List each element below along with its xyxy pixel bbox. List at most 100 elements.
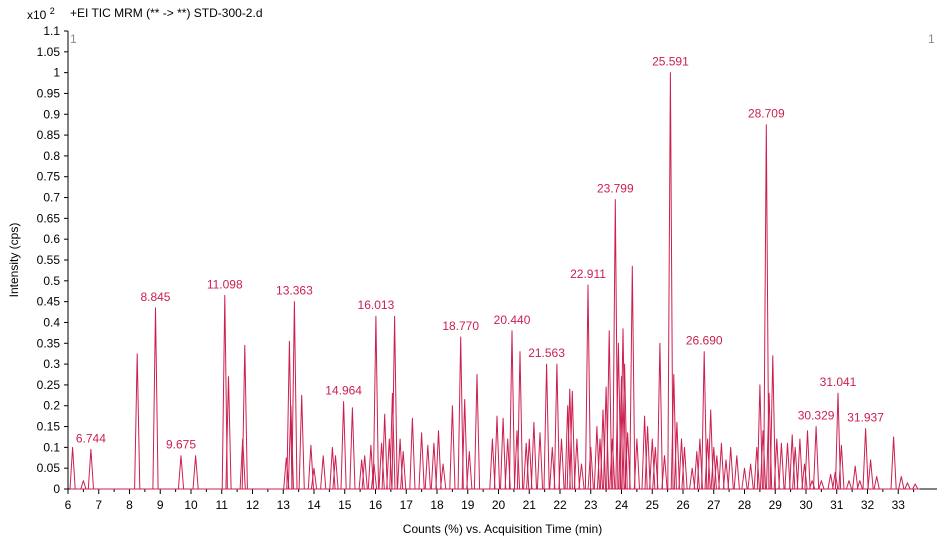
- chromatogram-peak: [747, 463, 754, 490]
- y-tick-label: 0.35: [37, 336, 61, 350]
- peak-label: 9.675: [166, 438, 196, 452]
- chromatogram-peak: [192, 455, 199, 490]
- chromatogram-peak: [152, 307, 159, 490]
- chromatogram-peak: [418, 432, 425, 490]
- chromatogram-peak: [430, 442, 437, 490]
- chromatogram-peak: [609, 438, 616, 490]
- x-tick-label: 21: [523, 498, 537, 512]
- y-tick-label: 0.3: [43, 357, 60, 371]
- chromatogram-peak: [753, 446, 760, 490]
- chromatogram-peak: [792, 446, 799, 490]
- y-tick-label: 0.7: [43, 191, 60, 205]
- chromatogram-peak: [549, 446, 556, 490]
- peak-label: 31.937: [847, 411, 884, 425]
- chromatogram-peak: [536, 432, 544, 490]
- chromatogram-peak: [818, 480, 825, 490]
- chromatogram-peak: [310, 467, 318, 490]
- chromatogram-peak: [332, 455, 339, 490]
- peak-label: 30.329: [798, 409, 835, 423]
- chromatogram-peak: [424, 444, 431, 490]
- chromatogram-peak: [409, 417, 416, 490]
- chromatogram-peak: [856, 480, 863, 490]
- y-tick-label: 0.9: [43, 107, 60, 121]
- chromatogram-peak: [741, 467, 748, 490]
- chromatogram-peak: [778, 442, 785, 490]
- chromatogram-peak: [349, 407, 356, 490]
- y-tick-label: 0: [53, 482, 60, 496]
- chromatogram-peak: [827, 473, 834, 490]
- x-tick-label: 11: [216, 498, 229, 512]
- chromatogram-peak: [80, 480, 87, 490]
- scale-base: x10: [27, 8, 47, 22]
- peak-label: 28.709: [748, 107, 785, 121]
- chromatogram-peak: [713, 455, 720, 490]
- peak-label: 21.563: [528, 346, 565, 360]
- x-tick-label: 20: [492, 498, 506, 512]
- chromatogram-peak: [804, 430, 811, 490]
- y-tick-label: 0.45: [37, 295, 61, 309]
- chart-title: +EI TIC MRM (** -> **) STD-300-2.d: [70, 6, 263, 20]
- chromatogram-peak: [177, 455, 185, 490]
- corner-label-right: 1: [928, 32, 935, 46]
- y-tick-label: 0.5: [43, 274, 60, 288]
- peak-label: 23.799: [597, 182, 634, 196]
- chromatogram-peak: [838, 444, 845, 490]
- chromatogram-peak: [769, 355, 776, 490]
- chromatogram-peak: [596, 438, 604, 490]
- chromatogram-peak: [298, 394, 305, 490]
- chromatogram-peak: [435, 430, 442, 490]
- chromatogram-peak: [661, 455, 668, 490]
- x-tick-label: 14: [307, 498, 321, 512]
- peak-label: 22.911: [570, 267, 606, 281]
- chromatogram-peak: [733, 455, 740, 490]
- chromatogram-peak: [378, 442, 385, 490]
- chromatogram-peak: [898, 476, 905, 490]
- chromatogram-peak: [584, 284, 592, 490]
- chromatogram-peak: [701, 351, 708, 490]
- x-tick-label: 12: [246, 498, 260, 512]
- chromatogram-peak: [813, 426, 820, 490]
- chromatogram-peak: [493, 415, 501, 490]
- y-tick-label: 0.15: [37, 420, 61, 434]
- chromatogram-peak: [307, 444, 314, 490]
- chromatogram-peak: [619, 328, 627, 490]
- chromatogram-peak: [727, 446, 734, 490]
- x-tick-label: 8: [126, 498, 133, 512]
- chromatogram-peak: [784, 442, 791, 490]
- chromatogram-peak: [621, 363, 628, 490]
- x-tick-label: 25: [646, 498, 660, 512]
- peak-label: 8.845: [140, 290, 170, 304]
- chromatogram-peak: [862, 428, 869, 490]
- y-tick-label: 0.55: [37, 253, 61, 267]
- chromatogram-peak: [134, 353, 141, 490]
- chromatogram-peak: [845, 480, 853, 490]
- chromatogram-peak: [796, 438, 803, 490]
- chromatogram-peak: [629, 265, 636, 490]
- scale-exponent: 2: [49, 6, 55, 16]
- chromatogram-peak: [612, 199, 619, 490]
- x-tick-label: 9: [157, 498, 164, 512]
- axes: 0 0.05 0.1 0.15 0.2 0.25 0.3 0.35 0.4 0.45 0.5 0.55…: [7, 24, 937, 536]
- peak-label: 14.964: [325, 384, 362, 398]
- y-tick-label: 1.1: [43, 24, 60, 38]
- chromatogram-peak: [440, 463, 447, 490]
- chromatogram-peak: [386, 438, 393, 490]
- x-tick-label: 23: [584, 498, 598, 512]
- chromatogram-peak: [400, 451, 407, 490]
- chromatogram-peak: [564, 405, 571, 490]
- chromatogram-peak: [681, 446, 688, 490]
- chromatogram-peak: [852, 465, 859, 490]
- chromatogram-peak: [707, 409, 714, 490]
- chromatogram-peak: [340, 401, 347, 490]
- chromatogram-peak: [500, 417, 507, 490]
- x-tick-label: 18: [430, 498, 444, 512]
- y-tick-label: 0.4: [43, 315, 60, 329]
- peak-label: 16.013: [358, 298, 395, 312]
- peak-label: 18.770: [442, 319, 479, 333]
- chromatogram-peak: [644, 426, 651, 490]
- x-tick-label: 22: [553, 498, 567, 512]
- x-tick-label: 30: [799, 498, 813, 512]
- chromatogram-peak: [606, 330, 613, 490]
- y-tick-label: 0.85: [37, 128, 61, 142]
- peak-label: 31.041: [820, 375, 857, 389]
